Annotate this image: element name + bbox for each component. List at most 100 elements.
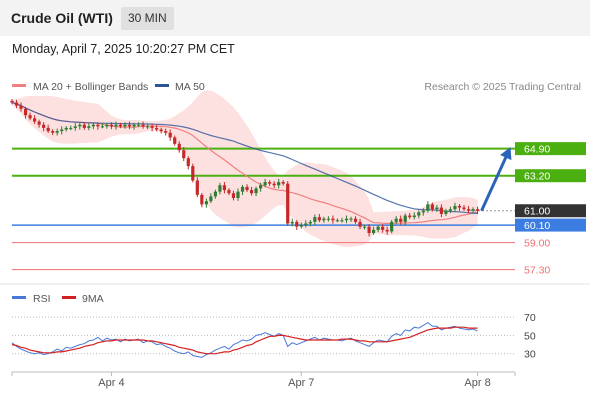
candle-body (78, 124, 82, 127)
level-label-bg-resistance (515, 142, 586, 156)
rsi-line (11, 321, 478, 358)
legend-9ma-swatch (62, 296, 76, 299)
candle-body (51, 131, 55, 133)
candle-body (326, 218, 330, 220)
legend-ma50-label: MA 50 (175, 81, 205, 93)
candle-body (10, 100, 14, 103)
candles-layer (10, 98, 480, 237)
ma50-line (11, 101, 478, 215)
header-bar: Crude Oil (WTI) 30 MIN (0, 0, 590, 36)
candle-body (55, 131, 59, 133)
level-labels-layer: 64.90 63.20 61.00 60.10 59.00 57.30 (515, 142, 586, 277)
candle-body (281, 182, 285, 184)
candle-body (123, 124, 127, 127)
candle-body (91, 124, 95, 127)
rsi-grid-layer: 70 50 30 (12, 312, 536, 361)
forecast-arrow-shaft (480, 152, 510, 212)
candle-body (344, 218, 349, 221)
candle-body (164, 131, 168, 133)
chart-svg: Monday, April 7, 2025 10:20:27 PM CET MA… (0, 42, 590, 389)
candle-body (435, 207, 439, 210)
candle-body (182, 150, 186, 159)
level-label-resistance: 63.20 (524, 171, 550, 183)
level-label-bg-last (515, 204, 586, 218)
level-label-bg-resistance (515, 169, 586, 183)
forecast-arrow-head (500, 147, 512, 161)
candle-body (430, 204, 434, 210)
candle-body (168, 132, 172, 138)
candle-body (191, 166, 195, 181)
candle-body (227, 190, 231, 194)
candle-body (444, 210, 448, 214)
x-axis-layer: Apr 4 Apr 7 Apr 8 (11, 371, 516, 389)
candle-body (399, 218, 403, 222)
candle-body (33, 118, 37, 122)
candle-body (372, 229, 376, 234)
candle-body (82, 124, 86, 128)
level-label-support: 59.00 (524, 238, 550, 250)
copyright-note: Research © 2025 Trading Central (424, 81, 581, 93)
candle-body (69, 127, 73, 129)
candle-body (64, 127, 68, 130)
candle-body (317, 217, 321, 221)
rsi-tick-label: 70 (524, 312, 536, 324)
candle-body (340, 220, 344, 222)
legend-ma20-label: MA 20 + Bollinger Bands (33, 81, 148, 93)
timeframe-badge[interactable]: 30 MIN (121, 7, 174, 30)
candle-body (60, 129, 64, 132)
candle-body (96, 124, 100, 127)
candle-body (28, 115, 32, 119)
candle-body (141, 124, 145, 127)
candle-body (19, 105, 23, 109)
candle-body (150, 126, 154, 128)
candle-body (42, 124, 46, 128)
candle-body (385, 229, 389, 232)
candle-body (186, 158, 190, 167)
candle-body (100, 126, 104, 128)
candle-body (213, 191, 217, 197)
candle-body (313, 217, 317, 222)
candle-body (439, 207, 443, 214)
candle-body (245, 186, 249, 191)
candle-body (308, 221, 312, 224)
bollinger-bands-layer (12, 90, 478, 247)
candle-body (408, 215, 412, 218)
candle-body (453, 205, 457, 210)
candle-body (448, 209, 453, 211)
candle-body (290, 221, 294, 224)
moving-averages-layer (11, 101, 478, 225)
candle-body (249, 190, 254, 194)
candle-body (146, 126, 150, 128)
candle-body (471, 209, 475, 211)
x-tick-label: Apr 7 (288, 377, 314, 389)
candle-body (105, 124, 109, 127)
legend-ma20-swatch (12, 84, 26, 87)
rsi-tick-label: 50 (524, 330, 536, 342)
candle-body (457, 205, 462, 208)
candle-body (173, 137, 177, 144)
instrument-title: Crude Oil (WTI) (11, 10, 113, 26)
candle-body (209, 196, 213, 202)
candle-body (381, 226, 385, 230)
level-label-pivot: 60.10 (524, 220, 550, 232)
candle-body (466, 209, 471, 211)
candle-body (295, 221, 299, 227)
candle-body (254, 188, 258, 194)
candle-body (268, 182, 272, 184)
candle-body (218, 185, 222, 192)
candle-body (204, 201, 208, 205)
candle-body (132, 124, 136, 127)
x-tick-label: Apr 4 (98, 377, 124, 389)
rsi-9ma-line (11, 326, 478, 355)
candle-body (46, 127, 50, 132)
candle-body (462, 207, 466, 210)
candle-body (286, 183, 290, 224)
candle-body (394, 218, 398, 222)
candle-body (362, 226, 367, 228)
candle-body (236, 191, 240, 198)
chart-datetime: Monday, April 7, 2025 10:20:27 PM CET (12, 42, 235, 56)
chart-area: Monday, April 7, 2025 10:20:27 PM CET MA… (0, 36, 590, 400)
level-label-resistance: 64.90 (524, 144, 550, 156)
level-label-support: 57.30 (524, 265, 550, 277)
candle-body (200, 194, 204, 205)
